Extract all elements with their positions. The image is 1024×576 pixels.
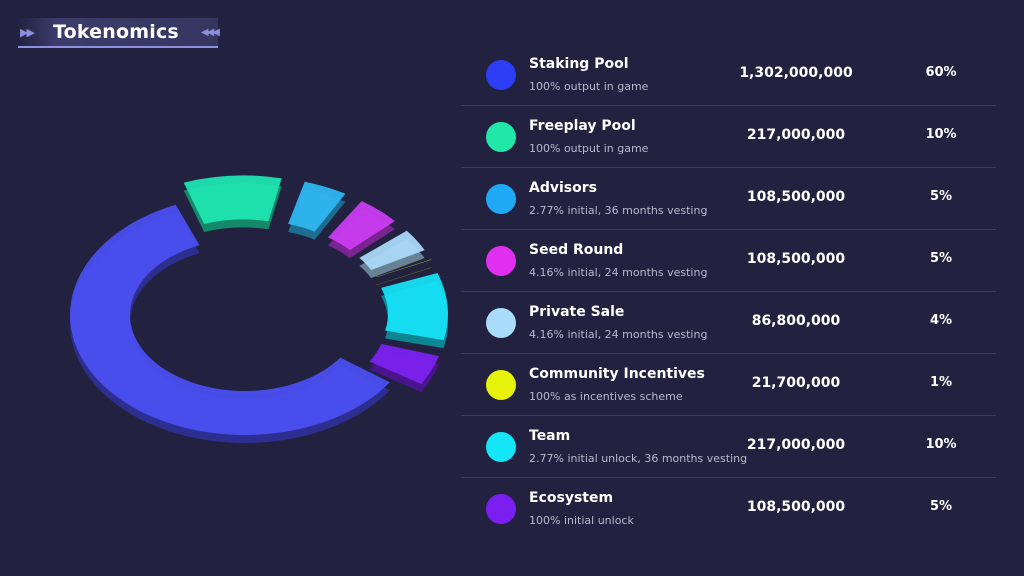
double-chevron-right-icon: ▶▶ xyxy=(20,25,35,39)
allocation-amount: 86,800,000 xyxy=(751,313,841,329)
pie-slice-top xyxy=(70,204,390,435)
pie-slice-top xyxy=(328,200,395,251)
table-row: Advisors 2.77% initial, 36 months vesting… xyxy=(461,168,996,230)
allocation-percent: 5% xyxy=(929,499,953,514)
pie-slice-side xyxy=(376,267,432,286)
allocation-description: 100% as incentives scheme xyxy=(529,390,683,403)
allocation-description: 4.16% initial, 24 months vesting xyxy=(529,266,708,279)
allocation-percent: 10% xyxy=(925,437,957,452)
allocation-percent: 5% xyxy=(929,189,953,204)
pie-slice-top xyxy=(288,181,346,232)
allocation-amount: 1,302,000,000 xyxy=(739,65,853,81)
legend-dot xyxy=(486,246,516,276)
allocation-name: Seed Round xyxy=(529,242,624,258)
allocation-name: Private Sale xyxy=(529,304,625,320)
allocation-percent: 4% xyxy=(929,313,953,328)
allocation-percent: 10% xyxy=(925,127,957,142)
legend-dot xyxy=(486,494,516,524)
allocation-name: Staking Pool xyxy=(529,56,629,72)
pie-slice xyxy=(288,181,346,240)
legend-dot xyxy=(486,122,516,152)
allocation-name: Freeplay Pool xyxy=(529,118,636,134)
legend-dot xyxy=(486,184,516,214)
table-row: Community Incentives 100% as incentives s… xyxy=(461,354,996,416)
legend-dot xyxy=(486,308,516,338)
allocation-name: Ecosystem xyxy=(529,490,614,506)
pie-slice xyxy=(183,175,282,232)
triple-chevron-left-icon: ◀◀◀ xyxy=(200,26,220,38)
allocation-percent: 60% xyxy=(925,65,957,80)
legend-dot xyxy=(486,60,516,90)
allocation-description: 100% initial unlock xyxy=(529,514,634,527)
table-row: Ecosystem 100% initial unlock 108,500,000 5… xyxy=(461,478,996,539)
allocation-percent: 5% xyxy=(929,251,953,266)
allocation-description: 2.77% initial unlock, 36 months vesting xyxy=(529,452,748,465)
pie-slice-top xyxy=(381,272,448,341)
pie-slice-top xyxy=(376,259,432,278)
legend-dot xyxy=(486,370,516,400)
allocation-amount: 108,500,000 xyxy=(746,251,846,267)
allocation-amount: 217,000,000 xyxy=(746,127,846,143)
allocation-amount: 217,000,000 xyxy=(746,437,846,453)
pie-slice xyxy=(328,200,395,259)
pie-slice-top xyxy=(369,343,439,385)
allocation-amount: 108,500,000 xyxy=(746,189,846,205)
tokenomics-donut-chart xyxy=(70,175,448,443)
allocation-description: 4.16% initial, 24 months vesting xyxy=(529,328,708,341)
legend-dot xyxy=(486,432,516,462)
allocation-table: Staking Pool 100% output in game 1,302,000… xyxy=(461,44,996,539)
table-row: Seed Round 4.16% initial, 24 months vesti… xyxy=(461,230,996,292)
allocation-percent: 1% xyxy=(929,375,953,390)
allocation-description: 100% output in game xyxy=(529,80,649,93)
table-row: Freeplay Pool 100% output in game 217,000,… xyxy=(461,106,996,168)
allocation-amount: 21,700,000 xyxy=(751,375,841,391)
page-title-bar: ▶▶ Tokenomics ◀◀◀ xyxy=(18,18,220,48)
page-title: Tokenomics xyxy=(52,21,179,43)
pie-slice xyxy=(369,343,439,393)
allocation-name: Advisors xyxy=(529,180,597,196)
table-row: Staking Pool 100% output in game 1,302,000… xyxy=(461,44,996,106)
table-row: Private Sale 4.16% initial, 24 months ves… xyxy=(461,292,996,354)
allocation-description: 100% output in game xyxy=(529,142,649,155)
allocation-description: 2.77% initial, 36 months vesting xyxy=(529,204,708,217)
pie-slice-top xyxy=(183,175,282,224)
allocation-amount: 108,500,000 xyxy=(746,499,846,515)
allocation-name: Community Incentives xyxy=(529,366,705,382)
pie-slice xyxy=(381,272,448,349)
table-row: Team 2.77% initial unlock, 36 months vest… xyxy=(461,416,996,478)
pie-slice xyxy=(359,230,425,279)
allocation-name: Team xyxy=(529,428,571,444)
pie-slice xyxy=(376,259,432,286)
pie-slice xyxy=(70,204,390,443)
pie-slice-top xyxy=(359,230,425,271)
